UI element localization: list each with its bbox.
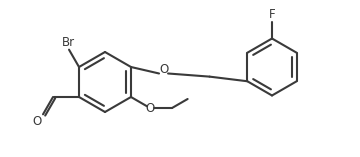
Text: O: O (33, 115, 42, 128)
Text: O: O (145, 101, 155, 114)
Text: Br: Br (62, 36, 75, 49)
Text: F: F (269, 8, 275, 21)
Text: O: O (159, 63, 168, 76)
